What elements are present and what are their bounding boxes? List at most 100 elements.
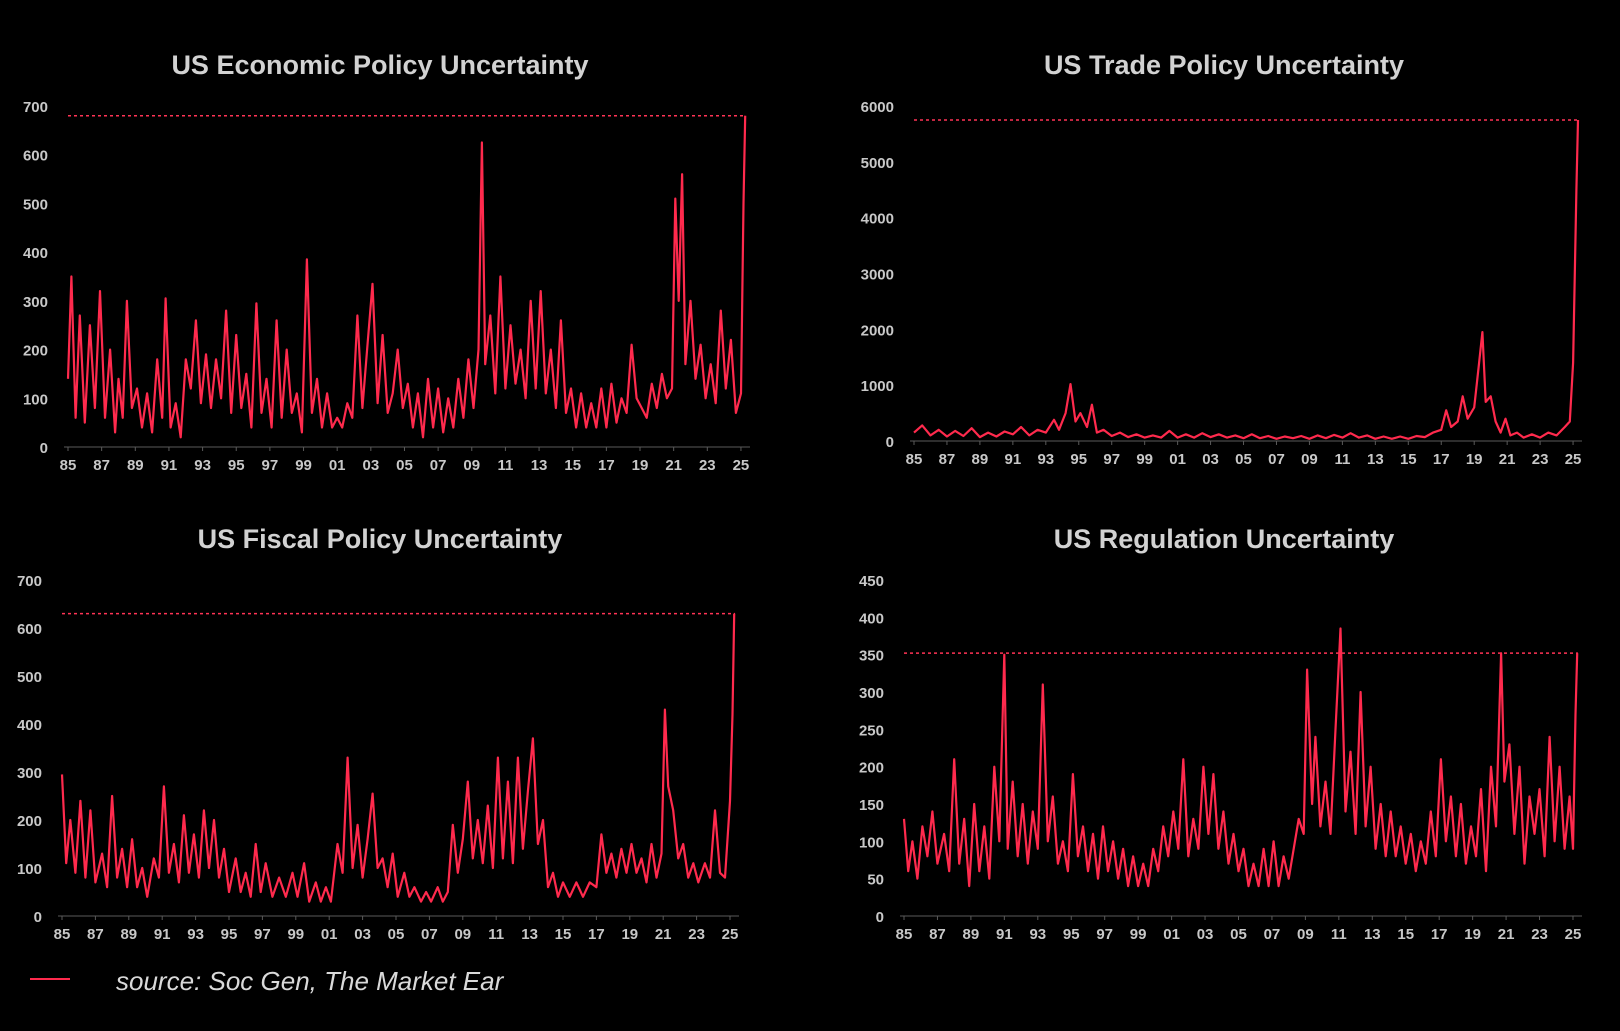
y-tick-label: 600 [23,148,48,165]
x-tick-label: 25 [722,926,739,943]
panel-fiscal: US Fiscal Policy Uncertainty 0 100 200 300 4… [17,524,739,943]
plot-area: 0 100 200 300 400 500 600 700 85 87 89 91 93 95 97 99 01… [17,573,739,943]
x-tick-label: 85 [54,926,71,943]
source-text: source: Soc Gen, The Market Ear [116,966,504,996]
x-tick-label: 97 [1096,926,1113,943]
x-tick-label: 17 [598,457,615,474]
source-legend-line [30,978,70,980]
x-tick-label: 25 [1565,926,1582,943]
y-tick-label: 600 [17,621,42,638]
y-tick-label: 50 [867,872,884,889]
x-tick-label: 97 [254,926,271,943]
x-tick-label: 97 [1103,451,1120,468]
x-tick-label: 11 [488,926,504,943]
x-tick-label: 01 [1169,451,1186,468]
x-tick-label: 11 [1331,926,1347,943]
x-tick-label: 89 [127,457,144,474]
x-tick-label: 21 [1498,926,1515,943]
x-tick-label: 13 [1364,926,1381,943]
chart-title: US Trade Policy Uncertainty [1044,50,1404,80]
x-tick-label: 95 [1070,451,1087,468]
y-tick-label: 400 [17,717,42,734]
x-tick-label: 99 [295,457,312,474]
x-tick-label: 05 [388,926,405,943]
series-line [902,627,1579,888]
x-tick-label: 97 [262,457,279,474]
y-tick-label: 2000 [861,322,894,339]
x-tick-label: 01 [1163,926,1180,943]
series-line [60,613,736,903]
x-tick-label: 13 [531,457,548,474]
chart-title: US Regulation Uncertainty [1054,524,1395,554]
x-tick-label: 13 [521,926,538,943]
x-tick-label: 11 [497,457,513,474]
plot-area: 0 1000 2000 3000 4000 5000 6000 85 87 89 91 93 95 97 9… [861,99,1582,468]
y-tick-label: 200 [17,813,42,830]
x-tick-label: 19 [1464,926,1481,943]
y-tick-label: 0 [34,909,42,926]
x-tick-label: 09 [463,457,480,474]
x-tick-label: 01 [329,457,346,474]
x-tick-label: 95 [1063,926,1080,943]
x-tick-label: 07 [1268,451,1285,468]
y-tick-label: 500 [17,669,42,686]
x-tick-label: 15 [555,926,572,943]
y-tick-label: 450 [859,573,884,590]
x-tick-label: 09 [1301,451,1318,468]
y-tick-label: 300 [23,294,48,311]
x-tick-label: 19 [632,457,649,474]
x-tick-label: 15 [1397,926,1414,943]
x-tick-label: 93 [1029,926,1046,943]
x-tick-label: 09 [1297,926,1314,943]
x-tick-label: 21 [665,457,682,474]
x-tick-label: 21 [655,926,672,943]
y-tick-label: 100 [17,861,42,878]
x-tick-label: 89 [972,451,989,468]
x-tick-label: 95 [228,457,245,474]
x-tick-label: 25 [733,457,750,474]
y-tick-label: 400 [23,245,48,262]
panel-trade: US Trade Policy Uncertainty 0 1000 2000 300… [861,50,1582,468]
x-tick-label: 15 [1400,451,1417,468]
x-tick-label: 85 [896,926,913,943]
x-tick-label: 09 [454,926,471,943]
panel-regulation: US Regulation Uncertainty 05010015020025… [859,524,1582,943]
y-tick-label: 400 [859,610,884,627]
x-tick-label: 91 [996,926,1013,943]
x-tick-label: 21 [1499,451,1516,468]
x-tick-label: 17 [1431,926,1448,943]
x-tick-label: 23 [1531,926,1548,943]
x-tick-label: 01 [321,926,338,943]
x-tick-label: 87 [929,926,946,943]
panel-economic: US Economic Policy Uncertainty 0 100 200 30… [23,50,750,474]
y-tick-label: 1000 [861,378,894,395]
y-tick-label: 350 [859,648,884,665]
chart-title: US Economic Policy Uncertainty [171,50,588,80]
x-tick-label: 17 [588,926,605,943]
x-tick-label: 23 [688,926,705,943]
source-note: source: Soc Gen, The Market Ear [30,966,670,1000]
x-tick-label: 87 [939,451,956,468]
y-tick-label: 0 [40,440,48,457]
x-tick-label: 91 [161,457,178,474]
x-tick-label: 05 [396,457,413,474]
x-tick-label: 05 [1235,451,1252,468]
series-line [66,115,747,439]
x-tick-label: 17 [1433,451,1450,468]
y-tick-label: 6000 [861,99,894,116]
y-tick-label: 5000 [861,155,894,172]
y-tick-label: 100 [23,391,48,408]
x-tick-label: 07 [421,926,438,943]
x-tick-label: 93 [1037,451,1054,468]
y-tick-label: 0 [886,434,894,451]
x-tick-label: 91 [1005,451,1022,468]
x-tick-label: 19 [621,926,638,943]
y-tick-label: 700 [17,573,42,590]
x-tick-label: 07 [430,457,447,474]
x-tick-label: 91 [154,926,171,943]
y-tick-label: 3000 [861,267,894,284]
y-tick-label: 200 [23,343,48,360]
y-tick-label: 500 [23,196,48,213]
